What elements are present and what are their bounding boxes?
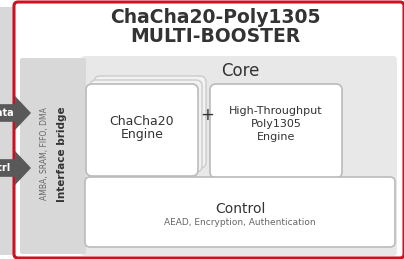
FancyBboxPatch shape — [81, 56, 397, 256]
FancyBboxPatch shape — [94, 76, 206, 168]
Text: AEAD, Encryption, Authentication: AEAD, Encryption, Authentication — [164, 218, 316, 227]
FancyBboxPatch shape — [14, 2, 404, 258]
Text: AMBA, SRAM, FIFO, DMA: AMBA, SRAM, FIFO, DMA — [40, 107, 50, 200]
Text: Ctrl: Ctrl — [0, 163, 11, 173]
FancyBboxPatch shape — [0, 7, 20, 255]
FancyBboxPatch shape — [86, 84, 198, 176]
Text: Engine: Engine — [257, 132, 295, 142]
FancyBboxPatch shape — [210, 84, 342, 178]
Polygon shape — [0, 96, 31, 130]
FancyBboxPatch shape — [90, 80, 202, 172]
Text: High-Throughput: High-Throughput — [229, 106, 323, 116]
FancyBboxPatch shape — [85, 177, 395, 247]
FancyBboxPatch shape — [20, 58, 86, 254]
Text: Engine: Engine — [120, 128, 164, 141]
Text: Control: Control — [215, 202, 265, 216]
Text: Poly1305: Poly1305 — [250, 119, 301, 129]
Text: MULTI-BOOSTER: MULTI-BOOSTER — [130, 27, 300, 46]
Text: +: + — [200, 106, 214, 124]
Text: Interface bridge: Interface bridge — [57, 106, 67, 202]
Polygon shape — [0, 151, 31, 185]
Text: Core: Core — [221, 62, 259, 80]
Text: Data: Data — [0, 108, 13, 118]
Text: ChaCha20: ChaCha20 — [110, 115, 174, 128]
Text: ChaCha20-Poly1305: ChaCha20-Poly1305 — [110, 8, 320, 27]
